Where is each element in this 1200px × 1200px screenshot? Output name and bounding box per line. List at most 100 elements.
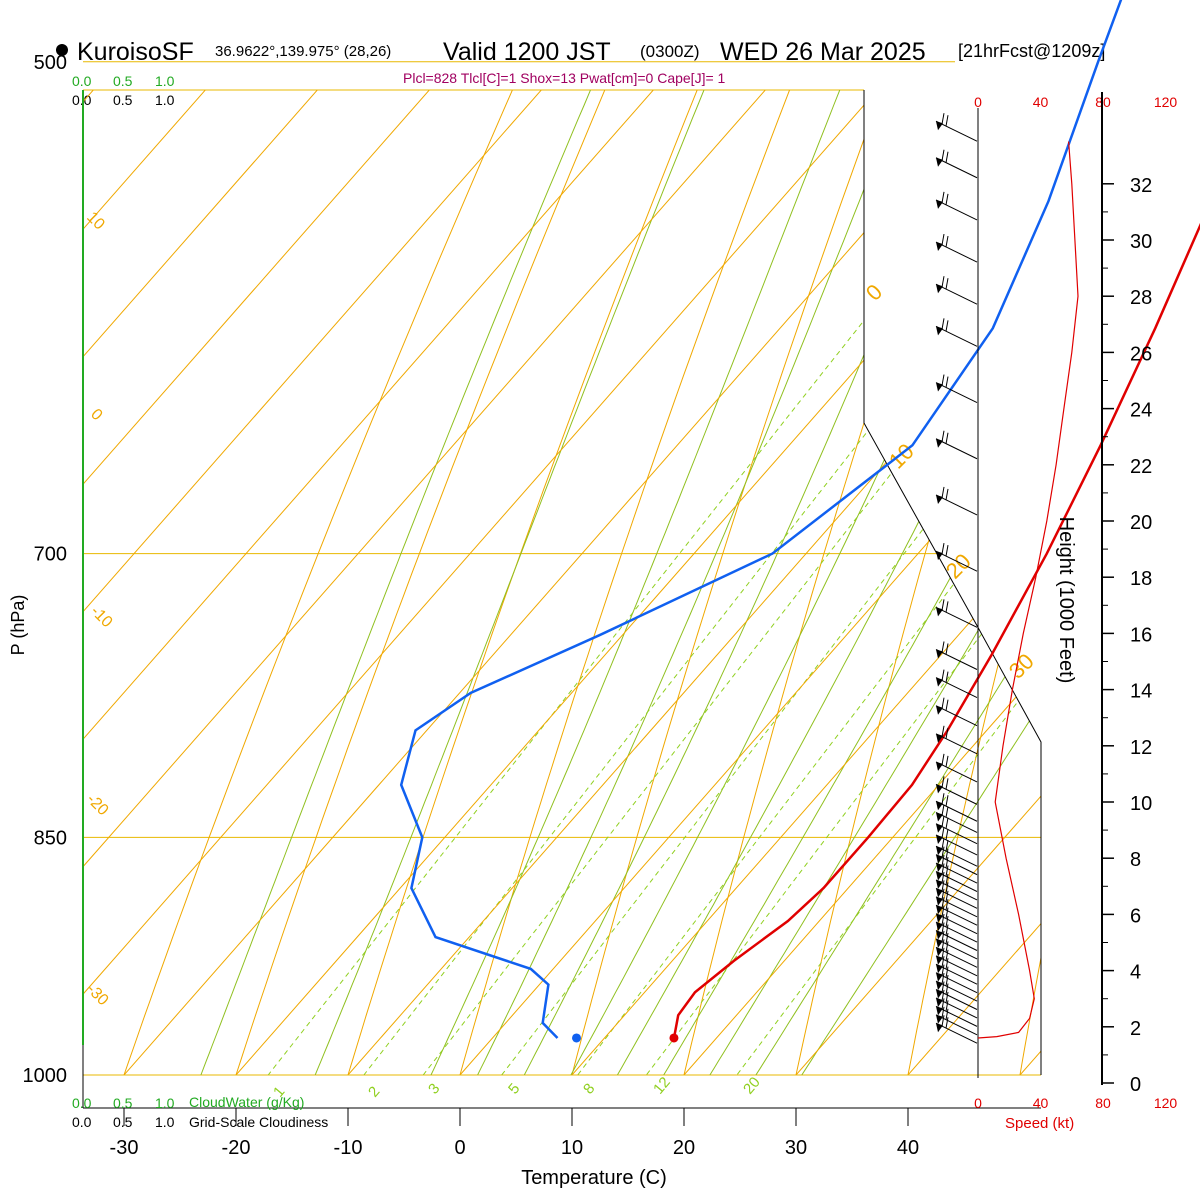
wind-speed-profile [977, 141, 1079, 1039]
wind-barb-flag [936, 705, 943, 715]
mixing-ratio-label: 8 [580, 1080, 598, 1097]
wind-barb-feather [941, 641, 945, 653]
wind-barb-staff [935, 972, 978, 994]
wind-barb-feather [945, 193, 949, 205]
station-marker-icon [56, 44, 68, 56]
wind-barb-feather [945, 432, 949, 444]
wind-barb-staff [935, 896, 978, 918]
bottom-cloudiness-tick: 1.0 [155, 1114, 175, 1130]
isotherm-line [459, 412, 1041, 1075]
height-tick-label: 12 [1130, 737, 1152, 759]
wind-barb-staff [935, 862, 978, 884]
wind-barb-staff [935, 241, 978, 263]
wind-barb-flag [936, 121, 943, 131]
wind-barb-feather [945, 932, 949, 945]
isotherm-line [347, 285, 1041, 1075]
wind-barb-flag [936, 733, 943, 743]
wind-barb-feather [941, 972, 945, 985]
wind-barb-feather [945, 1008, 949, 1020]
wind-barb-feather [941, 793, 945, 805]
wind-barb-feather [945, 882, 949, 894]
wind-barb-flag [936, 989, 943, 999]
wind-barb-staff [935, 1022, 978, 1044]
moist-adiabats [200, 90, 1041, 1075]
isotherm-line [83, 90, 878, 995]
pressure-tick-label: 700 [34, 544, 67, 566]
wind-barb-feather [945, 991, 949, 1004]
speed-tick-top: 0 [974, 94, 982, 110]
wind-barb-flag [936, 801, 943, 811]
pressure-tick-label: 850 [34, 827, 67, 849]
temperature-tick-label: -30 [110, 1137, 139, 1159]
height-tick-label: 6 [1130, 905, 1141, 927]
wind-barb-feather [945, 115, 949, 127]
wind-barb-flag [936, 494, 943, 504]
wind-barb-feather [945, 671, 949, 683]
wind-barb-feather [941, 922, 945, 934]
wind-barb-flag [936, 761, 943, 771]
top-cloud-tick: 0.5 [113, 73, 133, 89]
top-cloud-tick: 1.0 [155, 73, 175, 89]
top-cloudiness-tick: 0.0 [72, 92, 92, 108]
wind-barb-staff [935, 980, 978, 1002]
zulu-time: (0300Z) [640, 42, 700, 61]
wind-barb-feather [941, 956, 945, 968]
wind-barb-staff [935, 761, 978, 783]
wind-barb-feather [941, 826, 945, 839]
mixing-ratio-line [363, 209, 1041, 1075]
wind-barb-flag [936, 846, 943, 856]
wind-barb-feather [941, 599, 945, 611]
height-tick-label: 2 [1130, 1018, 1141, 1040]
wind-barb-staff [935, 913, 978, 935]
height-tick-label: 4 [1130, 962, 1141, 984]
bottom-cloud-tick: 0.5 [113, 1095, 133, 1111]
wind-barb-staff [935, 120, 978, 142]
wind-barb-flag [936, 157, 943, 167]
height-tick-label: 32 [1130, 175, 1152, 197]
wind-barb-feather [945, 899, 949, 911]
wind-barb-flag [936, 812, 943, 822]
wind-barb-flag [936, 854, 943, 864]
wind-barb-flag [936, 981, 943, 991]
wind-barb-feather [945, 873, 949, 886]
mixing-ratio-line [501, 376, 1041, 1075]
wind-barb-feather [941, 276, 945, 288]
wind-barb-feather [941, 815, 945, 827]
isotherm-line [83, 90, 654, 740]
wind-barb-feather [945, 235, 949, 248]
wind-barb-flag [936, 382, 943, 392]
wind-barb-feather [941, 897, 945, 909]
speed-tick-top: 40 [1033, 94, 1049, 110]
dry-adiabat-line [347, 90, 698, 1075]
dry-adiabat-line [459, 90, 791, 1075]
wind-barb-flag [936, 1023, 943, 1033]
mixing-ratio-label: 5 [505, 1080, 523, 1097]
wind-barb-feather [941, 697, 945, 709]
wind-barb-feather [941, 880, 945, 892]
speed-axis-label: Speed (kt) [1005, 1115, 1074, 1132]
wind-barb-staff [935, 382, 978, 403]
wind-barb-flag [936, 551, 943, 561]
wind-barb-feather [945, 958, 949, 970]
height-tick-label: 22 [1130, 456, 1152, 478]
top-cloudiness-tick: 1.0 [155, 92, 175, 108]
wind-barb-flag [936, 871, 943, 881]
height-tick-label: 18 [1130, 568, 1152, 590]
mixing-ratio-line [645, 555, 1041, 1075]
moist-adiabat-line [200, 90, 592, 1075]
wind-barb-staff [935, 921, 978, 943]
wind-barb-feather [945, 949, 949, 961]
wind-barb-feather [941, 753, 945, 765]
height-tick-label: 30 [1130, 231, 1152, 253]
wind-barb-staff [935, 733, 978, 755]
top-cloudiness-tick: 0.5 [113, 92, 133, 108]
wind-barb-feather [945, 643, 949, 655]
wind-barb-feather [945, 983, 949, 995]
mixing-ratio-label: 12 [650, 1074, 674, 1098]
wind-barb-feather [941, 1015, 945, 1027]
height-tick-label: 16 [1130, 624, 1152, 646]
height-tick-label: 20 [1130, 512, 1152, 534]
dry-adiabat-label: -10 [87, 603, 115, 631]
temperature-tick-label: 10 [561, 1137, 583, 1159]
